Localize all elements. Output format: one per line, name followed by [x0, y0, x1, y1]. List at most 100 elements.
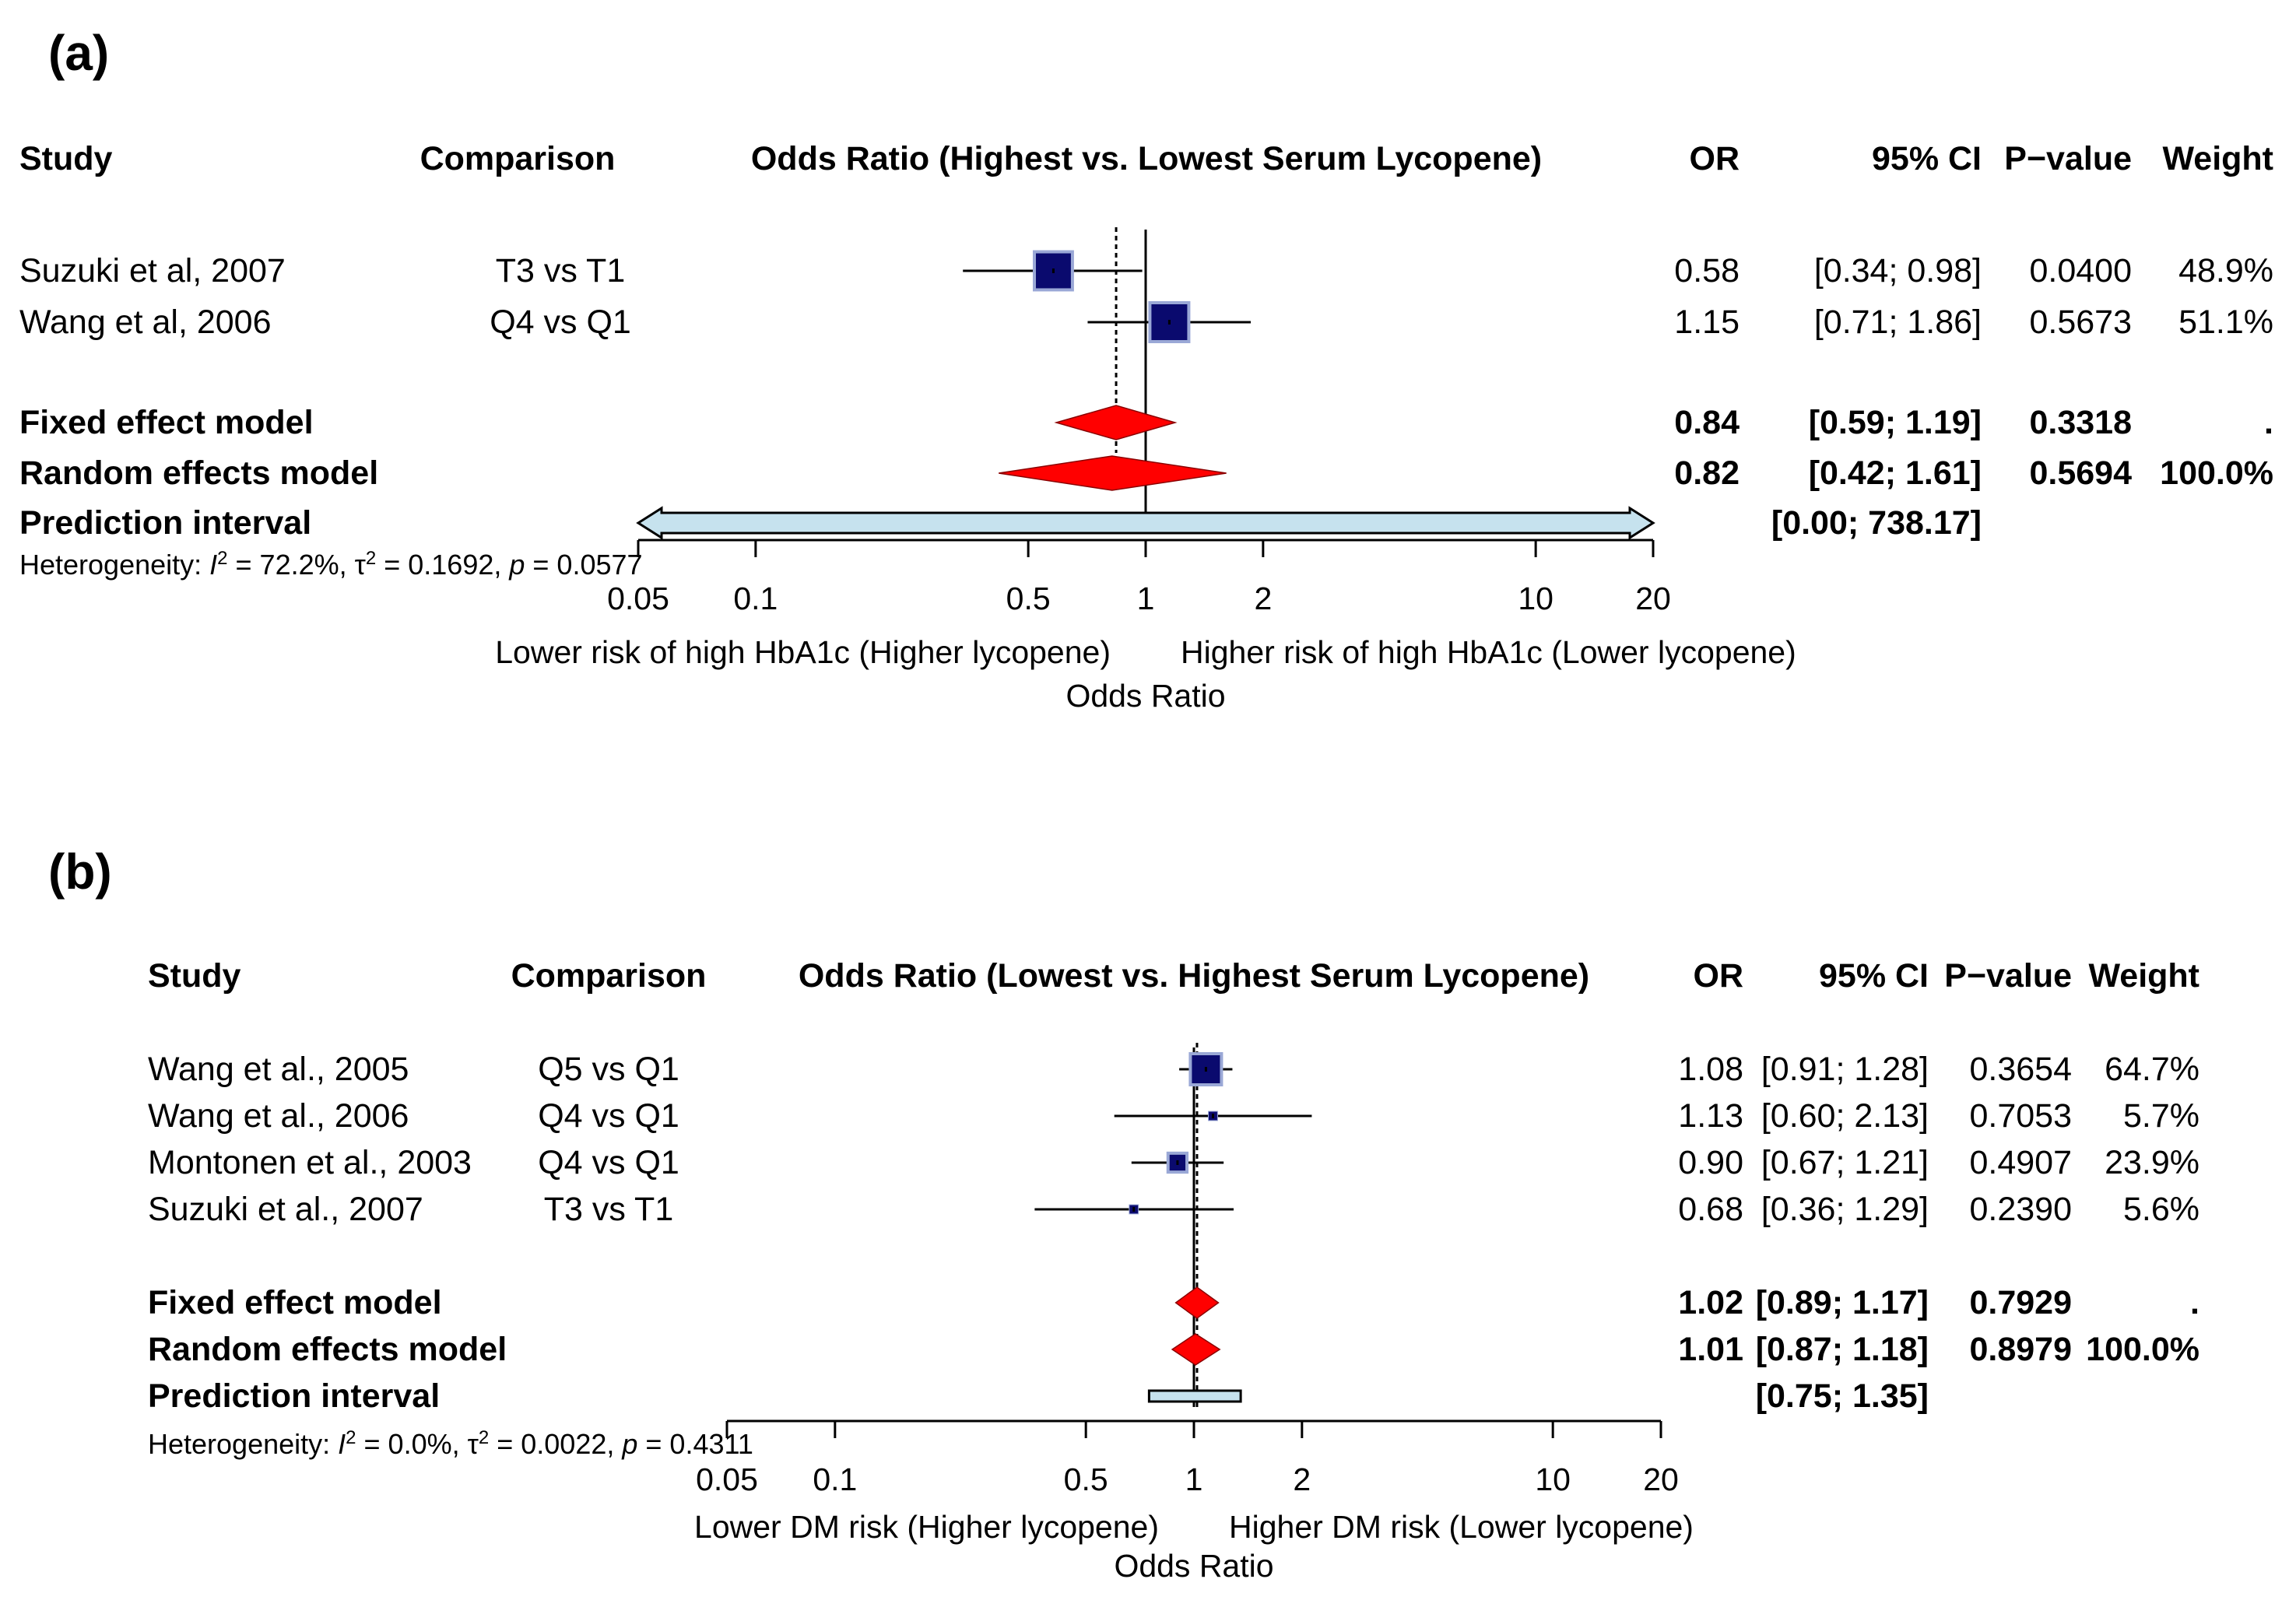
heterogeneity-part: = 0.0577: [525, 549, 642, 581]
header-comparison: Comparison: [420, 140, 616, 177]
forest-plot-panel-b: (b) Study Comparison Odds Ratio (Lowest vs.…: [48, 844, 2199, 1584]
random-effects-weight: 100.0%: [2160, 454, 2273, 492]
study-p-value: 0.2390: [1969, 1191, 2072, 1228]
random-effects-label: Random effects model: [148, 1331, 507, 1368]
header-p-value: P−value: [2004, 140, 2132, 177]
fixed-effect-weight: .: [2264, 404, 2273, 441]
heterogeneity-part: 2: [366, 548, 376, 569]
study-p-value: 0.0400: [2029, 252, 2132, 289]
study-weight: 23.9%: [2105, 1144, 2199, 1181]
fixed-effect-ci: [0.89; 1.17]: [1756, 1284, 1929, 1321]
heterogeneity-part: Heterogeneity:: [148, 1428, 338, 1460]
heterogeneity-part: = 0.0022,: [489, 1428, 622, 1460]
study-ci: [0.36; 1.29]: [1761, 1191, 1929, 1228]
study-p-value: 0.5673: [2029, 304, 2132, 341]
x-tick-label: 2: [1293, 1461, 1311, 1497]
study-comparison: Q4 vs Q1: [538, 1144, 679, 1181]
header-ci: 95% CI: [1819, 957, 1929, 995]
study-or: 1.08: [1678, 1051, 1743, 1088]
study-comparison: T3 vs T1: [544, 1191, 673, 1228]
direction-label-left: Lower DM risk (Higher lycopene): [694, 1509, 1159, 1545]
study-name: Wang et al., 2005: [148, 1051, 409, 1088]
random-effects-diamond: [1171, 1333, 1221, 1366]
x-tick-label: 0.5: [1064, 1461, 1108, 1497]
study-p-value: 0.7053: [1969, 1097, 2072, 1135]
study-ci: [0.67; 1.21]: [1761, 1144, 1929, 1181]
header-ci: 95% CI: [1872, 140, 1982, 177]
study-weight: 48.9%: [2178, 252, 2273, 289]
fixed-effect-or: 0.84: [1674, 404, 1740, 441]
fixed-effect-label: Fixed effect model: [148, 1284, 442, 1321]
heterogeneity-part: 2: [346, 1427, 356, 1448]
fixed-effect-p-value: 0.7929: [1969, 1284, 2072, 1321]
study-weight: 5.6%: [2123, 1191, 2199, 1228]
random-effects-label: Random effects model: [19, 454, 378, 492]
heterogeneity-part: = 0.4311: [637, 1428, 753, 1460]
study-or: 1.13: [1678, 1097, 1743, 1135]
forest-plot-panel-a: (a) Study Comparison Odds Ratio (Highest vs…: [19, 25, 2273, 714]
prediction-interval-ci: [0.00; 738.17]: [1771, 504, 1982, 542]
study-comparison: T3 vs T1: [496, 252, 625, 289]
heterogeneity-part: τ: [468, 1428, 479, 1460]
prediction-interval-bar: [636, 506, 1655, 540]
heterogeneity-part: I: [338, 1428, 346, 1460]
header-or: OR: [1694, 957, 1744, 995]
fixed-effect-weight: .: [2190, 1284, 2199, 1321]
random-effects-or: 0.82: [1674, 454, 1740, 492]
header-weight: Weight: [2162, 140, 2273, 177]
x-tick-label: 1: [1185, 1461, 1203, 1497]
x-tick-label: 10: [1535, 1461, 1571, 1497]
study-or: 0.58: [1674, 252, 1740, 289]
heterogeneity-part: = 0.0%,: [356, 1428, 468, 1460]
heterogeneity-statistics: Heterogeneity: I2 = 72.2%, τ2 = 0.1692, …: [19, 548, 643, 581]
random-effects-weight: 100.0%: [2086, 1331, 2199, 1368]
header-plot-title: Odds Ratio (Highest vs. Lowest Serum Lyc…: [751, 140, 1542, 177]
study-name: Montonen et al., 2003: [148, 1144, 472, 1181]
heterogeneity-part: I: [209, 549, 217, 581]
x-tick-label: 0.1: [813, 1461, 857, 1497]
study-weight: 51.1%: [2178, 304, 2273, 341]
direction-label-right: Higher risk of high HbA1c (Lower lycopen…: [1181, 634, 1796, 670]
study-or: 1.15: [1674, 304, 1740, 341]
study-comparison: Q5 vs Q1: [538, 1051, 679, 1088]
study-comparison: Q4 vs Q1: [490, 304, 631, 341]
x-tick-label: 0.05: [696, 1461, 758, 1497]
study-name: Suzuki et al., 2007: [148, 1191, 423, 1228]
header-plot-title: Odds Ratio (Lowest vs. Highest Serum Lyc…: [799, 957, 1589, 995]
prediction-interval-ci: [0.75; 1.35]: [1756, 1377, 1929, 1415]
header-comparison: Comparison: [511, 957, 707, 995]
header-study: Study: [19, 140, 113, 177]
heterogeneity-part: Heterogeneity:: [19, 549, 209, 581]
panel-label: (a): [48, 25, 109, 81]
prediction-interval-bar: [1147, 1389, 1242, 1403]
study-ci: [0.71; 1.86]: [1814, 304, 1982, 341]
study-or: 0.90: [1678, 1144, 1743, 1181]
study-comparison: Q4 vs Q1: [538, 1097, 679, 1135]
heterogeneity-part: = 0.1692,: [376, 549, 509, 581]
x-tick-label: 0.05: [607, 581, 669, 616]
x-tick-label: 10: [1518, 581, 1553, 616]
panel-label: (b): [48, 844, 112, 900]
x-tick-label: 2: [1254, 581, 1272, 616]
study-p-value: 0.3654: [1969, 1051, 2072, 1088]
fixed-effect-label: Fixed effect model: [19, 404, 314, 441]
study-p-value: 0.4907: [1969, 1144, 2072, 1181]
direction-label-right: Higher DM risk (Lower lycopene): [1229, 1509, 1694, 1545]
random-effects-ci: [0.87; 1.18]: [1756, 1331, 1929, 1368]
header-or: OR: [1690, 140, 1740, 177]
random-effects-or: 1.01: [1678, 1331, 1743, 1368]
x-axis-label: Odds Ratio: [1065, 678, 1225, 714]
fixed-effect-ci: [0.59; 1.19]: [1809, 404, 1982, 441]
heterogeneity-part: p: [621, 1428, 637, 1460]
x-tick-label: 1: [1137, 581, 1155, 616]
prediction-interval-label: Prediction interval: [19, 504, 311, 542]
study-weight: 64.7%: [2105, 1051, 2199, 1088]
heterogeneity-part: = 72.2%,: [228, 549, 355, 581]
study-name: Wang et al., 2006: [148, 1097, 409, 1135]
x-tick-label: 20: [1635, 581, 1671, 616]
heterogeneity-part: 2: [479, 1427, 489, 1448]
study-name: Suzuki et al, 2007: [19, 252, 286, 289]
heterogeneity-part: p: [508, 549, 525, 581]
header-study: Study: [148, 957, 241, 995]
